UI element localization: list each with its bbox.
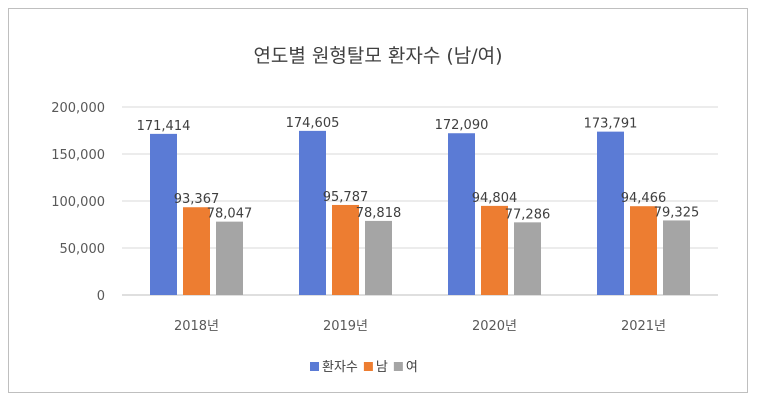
bar (150, 133, 177, 295)
bar (448, 133, 475, 295)
data-label: 78,047 (207, 207, 253, 222)
bar (299, 130, 326, 295)
x-tick-label: 2021년 (621, 319, 666, 334)
data-label: 172,090 (435, 118, 489, 133)
bar (216, 221, 243, 295)
data-label: 173,791 (584, 117, 638, 132)
y-tick-label: 150,000 (51, 148, 105, 163)
legend-label: 남 (376, 360, 388, 375)
legend-label: 환자수 (322, 360, 358, 375)
chart-title: 연도별 원형탈모 환자수 (남/여) (253, 45, 502, 67)
y-axis-ticks: 0 50,000 100,000 150,000 200,000 (51, 101, 105, 304)
bar (514, 222, 541, 295)
data-label: 78,818 (356, 206, 402, 221)
data-label: 171,414 (137, 119, 191, 134)
y-tick-label: 200,000 (51, 101, 105, 116)
legend-swatch (363, 362, 373, 371)
data-label: 95,787 (323, 190, 369, 205)
bar (630, 206, 657, 295)
data-label: 79,325 (654, 205, 700, 220)
bar (663, 220, 690, 295)
x-tick-label: 2018년 (174, 319, 219, 334)
bar (332, 204, 359, 295)
data-label: 93,367 (174, 192, 220, 207)
legend: 환자수 남 여 (310, 360, 418, 375)
bar (365, 220, 392, 295)
legend-swatch (310, 362, 319, 371)
data-label: 174,605 (286, 116, 340, 131)
bar (183, 207, 210, 295)
y-tick-label: 50,000 (60, 242, 106, 257)
legend-label: 여 (406, 360, 418, 375)
data-label: 94,804 (472, 191, 518, 206)
data-label: 94,466 (621, 191, 667, 206)
bar (597, 131, 624, 295)
x-axis-ticks: 2018년 2019년 2020년 2021년 (174, 319, 666, 334)
x-tick-label: 2020년 (472, 319, 517, 334)
y-tick-label: 0 (97, 289, 105, 304)
legend-swatch (393, 362, 403, 371)
bar (481, 205, 508, 295)
y-tick-label: 100,000 (51, 195, 105, 210)
x-tick-label: 2019년 (323, 319, 368, 334)
data-label: 77,286 (505, 207, 551, 222)
